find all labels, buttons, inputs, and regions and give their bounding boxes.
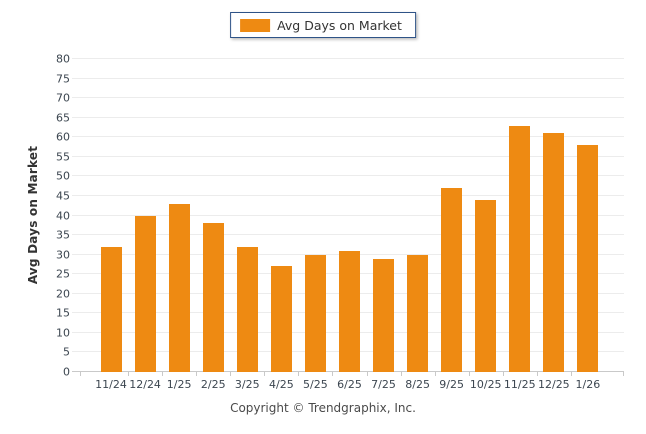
x-axis-tick: [264, 372, 266, 376]
bar-10-25: [475, 199, 497, 372]
gridline: [72, 155, 624, 157]
y-tick-label: 40: [56, 209, 70, 222]
x-axis-tick: [502, 372, 504, 376]
bar-1-25: [168, 203, 190, 372]
bar-slot: [230, 59, 264, 372]
x-tick-label: 2/25: [200, 378, 226, 391]
x-axis-tick: [400, 372, 402, 376]
x-tick-label: 8/25: [405, 378, 430, 391]
y-tick-label: 60: [56, 130, 70, 144]
x-axis-tick: [128, 372, 130, 376]
bar-slot: [128, 59, 162, 372]
bar-slot: [503, 59, 537, 372]
gridline: [72, 194, 624, 196]
plot-area: 11/24 12/24 1/25 2/25 3/25 4/25 5/25 6/25 7/25 8/…: [72, 58, 624, 391]
bar-slot: [162, 59, 196, 372]
y-tick-label: 50: [56, 169, 70, 183]
gridline: [72, 58, 624, 59]
legend: Avg Days on Market: [230, 12, 416, 38]
x-tick-label: 1/26: [575, 378, 601, 391]
y-tick-label: 45: [56, 189, 70, 203]
bar-slot: [196, 59, 230, 372]
y-tick-label: 65: [56, 111, 70, 125]
bar-12-25: [543, 133, 565, 372]
x-tick-label: 5/25: [303, 378, 328, 391]
y-axis-labels: 0 5 10 15 20 25 30 35 40 45 50 55 60 65 70 75 80: [0, 54, 70, 378]
x-axis-tick: [570, 372, 572, 376]
x-axis-tick: [298, 372, 300, 376]
legend-label: Avg Days on Market: [277, 17, 402, 33]
y-tick-label: 10: [56, 326, 70, 340]
x-axis-tick: [536, 372, 538, 376]
legend-swatch-icon: [240, 18, 271, 32]
bar-slot: [537, 59, 571, 372]
bar-12-24: [134, 215, 156, 372]
y-tick-label: 75: [56, 72, 70, 86]
bars-region: [80, 59, 624, 376]
x-tick-label: 10/25: [469, 378, 502, 391]
bar-slot: [469, 59, 503, 372]
bar-4-25: [270, 266, 292, 372]
y-tick-label: 30: [56, 248, 70, 262]
bar-slot: [264, 59, 298, 372]
x-tick-label: 12/25: [537, 378, 570, 391]
bar-slot: [367, 59, 401, 372]
bar-9-25: [441, 188, 463, 372]
x-axis-tick: [162, 372, 164, 376]
gridline: [72, 77, 624, 79]
bar-6-25: [338, 250, 360, 372]
x-axis-tick: [468, 372, 470, 376]
x-tick-label: 1/25: [166, 378, 192, 391]
x-axis-tick: [230, 372, 232, 376]
bar-slot: [401, 59, 435, 372]
x-axis-labels: 11/24 12/24 1/25 2/25 3/25 4/25 5/25 6/25 7/25 8/…: [94, 378, 605, 391]
gridline: [72, 175, 624, 177]
gridline: [72, 136, 624, 138]
copyright-text: Copyright © Trendgraphix, Inc.: [230, 401, 416, 415]
bar-slot: [571, 59, 605, 372]
x-axis-tick: [623, 372, 624, 376]
x-tick-label: 3/25: [234, 378, 260, 391]
bar-5-25: [304, 254, 326, 372]
bar-11-25: [509, 125, 531, 372]
x-tick-label: 6/25: [337, 378, 362, 391]
bar-slot: [332, 59, 366, 372]
gridline: [72, 116, 624, 118]
bar-1-26: [577, 145, 599, 372]
y-tick-label: 55: [56, 150, 70, 164]
y-tick-label: 0: [63, 365, 70, 379]
bar-slot: [298, 59, 332, 372]
x-tick-label: 7/25: [371, 378, 396, 391]
bar-8-25: [407, 254, 429, 372]
x-tick-label: 11/25: [503, 378, 536, 391]
x-axis-tick: [196, 372, 198, 376]
y-tick-label: 35: [56, 228, 70, 242]
x-axis-tick: [366, 372, 368, 376]
x-axis-tick: [434, 372, 436, 376]
y-tick-label: 15: [56, 306, 70, 320]
bar-slot: [94, 59, 128, 372]
bar-2-25: [202, 223, 224, 372]
x-axis-tick: [332, 372, 334, 376]
bar-7-25: [373, 258, 395, 372]
y-tick-label: 25: [56, 267, 70, 281]
x-tick-label: 4/25: [268, 378, 294, 391]
y-tick-label: 20: [56, 287, 70, 301]
gridline: [72, 234, 624, 236]
bar-3-25: [236, 246, 258, 372]
x-tick-label: 11/24: [95, 378, 127, 391]
x-tick-label: 12/24: [129, 378, 161, 391]
y-tick-label: 70: [56, 91, 70, 105]
y-tick-label: 5: [63, 345, 70, 359]
x-tick-label: 9/25: [439, 378, 464, 391]
y-tick-label: 80: [56, 52, 70, 66]
x-axis-tick: [80, 372, 81, 376]
bar-11-24: [100, 246, 122, 372]
bars-area: [80, 59, 624, 376]
bar-slot: [435, 59, 469, 372]
gridline: [72, 97, 624, 99]
gridline: [72, 214, 624, 216]
